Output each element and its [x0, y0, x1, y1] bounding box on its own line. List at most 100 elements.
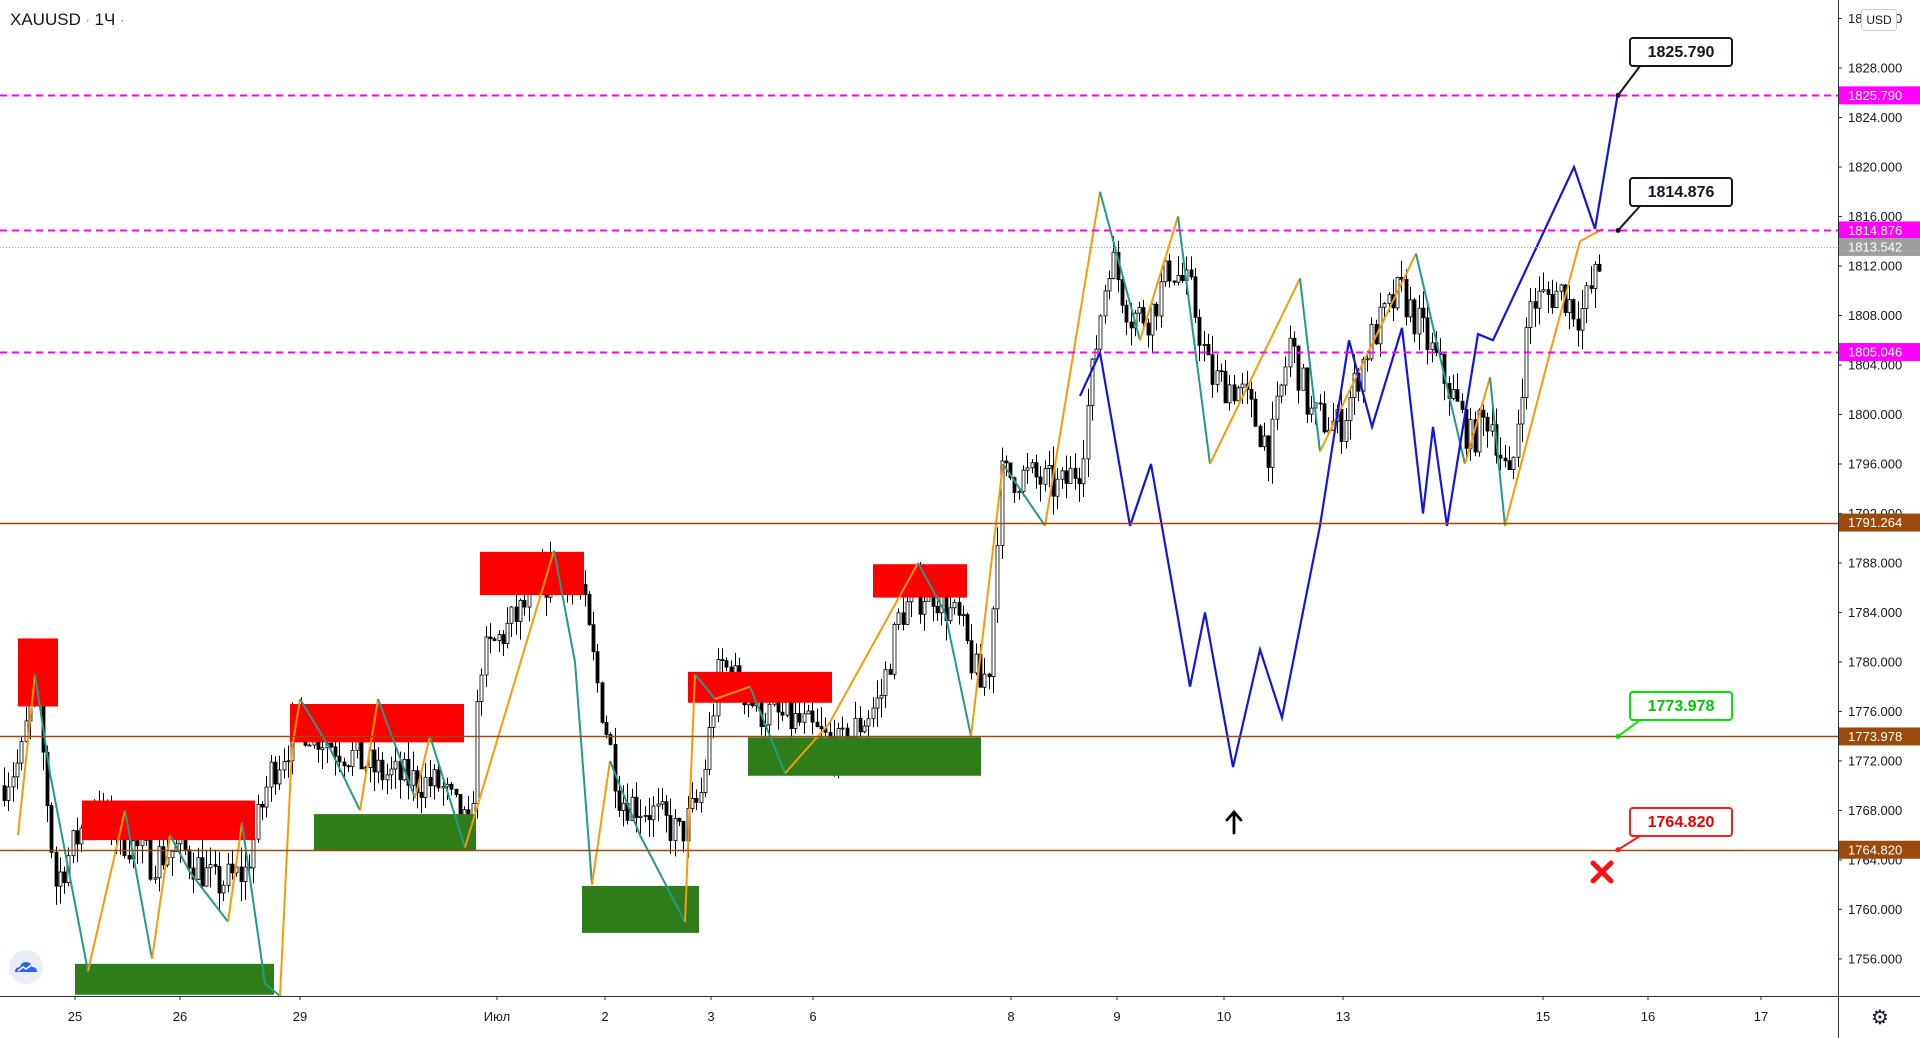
candle-body — [879, 694, 884, 699]
candle-body — [690, 798, 695, 809]
candle-body — [948, 607, 953, 622]
swing-segment — [279, 748, 293, 997]
y-tick-label: 1824.000 — [1848, 110, 1902, 125]
candle-body — [638, 815, 643, 819]
candle-body — [320, 747, 325, 750]
candle-body — [1567, 299, 1572, 314]
symbol-label[interactable]: XAUUSD · 1Ч · — [10, 10, 129, 30]
candle-body — [1215, 370, 1220, 385]
candle-body — [204, 867, 209, 887]
up-arrow-icon — [1225, 809, 1243, 835]
plot-area[interactable] — [0, 0, 1838, 996]
candle-body — [385, 774, 390, 781]
candle-body — [634, 796, 639, 819]
candle-body — [707, 726, 712, 770]
swing-segment — [1099, 191, 1141, 341]
y-tick-label: 1768.000 — [1848, 803, 1902, 818]
candle-body — [1305, 367, 1310, 415]
candle-body — [1098, 315, 1103, 350]
candle-body — [1511, 456, 1516, 470]
candle-body — [595, 651, 600, 684]
candle-body — [694, 798, 699, 803]
candle-body — [1223, 370, 1228, 404]
candle-body — [1107, 278, 1112, 292]
currency-selector[interactable]: USD — [1861, 9, 1897, 31]
candle-body — [509, 606, 514, 624]
candle-body — [49, 805, 54, 853]
candle-body — [1580, 308, 1585, 331]
candle-body — [1382, 303, 1387, 308]
candle-body — [806, 710, 811, 715]
candle-body — [1030, 462, 1035, 469]
candle-body — [1219, 370, 1224, 373]
swing-segment — [124, 810, 153, 960]
callout-anchor — [1615, 227, 1621, 233]
candle-body — [432, 769, 437, 787]
settings-gear-icon[interactable]: ⚙ — [1871, 1007, 1889, 1029]
candle-body — [1266, 435, 1271, 468]
candle-body — [991, 608, 996, 677]
candle-body — [213, 864, 218, 867]
candle-body — [952, 601, 957, 609]
price-label: 1825.790 — [1848, 88, 1902, 103]
candle-body — [1103, 290, 1108, 317]
tradingview-logo-icon[interactable] — [9, 950, 43, 984]
x-tick-label: 17 — [1754, 1009, 1768, 1024]
time-axis[interactable] — [0, 996, 1838, 1038]
callout-box[interactable] — [1629, 691, 1733, 721]
candle-body — [243, 866, 248, 882]
y-tick-label: 1772.000 — [1848, 753, 1902, 768]
candle-body — [1090, 358, 1095, 407]
candle-body — [1296, 345, 1301, 391]
candle-body — [2, 785, 7, 801]
candle-body — [1399, 277, 1404, 280]
candle-body — [1584, 285, 1589, 309]
candle-body — [862, 725, 867, 733]
swing-segment — [1415, 253, 1466, 465]
callout-box[interactable] — [1629, 807, 1733, 837]
callout-box[interactable] — [1629, 37, 1733, 67]
candle-body — [1068, 467, 1073, 484]
candle-body — [858, 717, 863, 733]
swing-segment — [414, 735, 431, 799]
candle-body — [1081, 458, 1086, 485]
x-tick-label: 25 — [68, 1009, 82, 1024]
candle-body — [1309, 407, 1314, 415]
candle-body — [75, 830, 80, 845]
candle-body — [522, 599, 527, 608]
x-axis-ticks: 25 26 29 Июл 2 3 6 8 9 10 13 15 16 17 — [68, 996, 1768, 1024]
price-label: 1813.542 — [1848, 239, 1902, 254]
candle-body — [307, 744, 312, 747]
candle-body — [1485, 416, 1490, 432]
candle-body — [1279, 384, 1284, 397]
candle-body — [1000, 460, 1005, 546]
demand-zone — [582, 885, 699, 933]
y-tick-label: 1804.000 — [1848, 357, 1902, 372]
callouts: 1825.790 1814.876 1773.978 1764.820 — [1615, 37, 1733, 853]
price-label-box — [1839, 237, 1920, 256]
price-label-box — [1839, 513, 1920, 532]
candle-body — [441, 786, 446, 789]
swing-segment — [189, 871, 229, 923]
candle-body — [196, 857, 201, 880]
candle-body — [372, 749, 377, 773]
candle-body — [1111, 251, 1116, 279]
candle-body — [1197, 316, 1202, 346]
callout-box[interactable] — [1629, 177, 1733, 207]
candle-body — [11, 776, 16, 788]
candle-body — [1043, 468, 1048, 485]
demand-zone — [75, 963, 274, 995]
candle-body — [1524, 327, 1529, 398]
candle-body — [647, 815, 652, 821]
swing-segment — [1549, 241, 1581, 353]
candle-body — [260, 803, 265, 808]
y-tick-label: 1800.000 — [1848, 407, 1902, 422]
x-tick-label: 26 — [173, 1009, 187, 1024]
candle-body — [1533, 301, 1538, 309]
callout-label: 1764.820 — [1648, 814, 1715, 831]
candle-body — [15, 762, 20, 778]
candle-body — [720, 659, 725, 661]
